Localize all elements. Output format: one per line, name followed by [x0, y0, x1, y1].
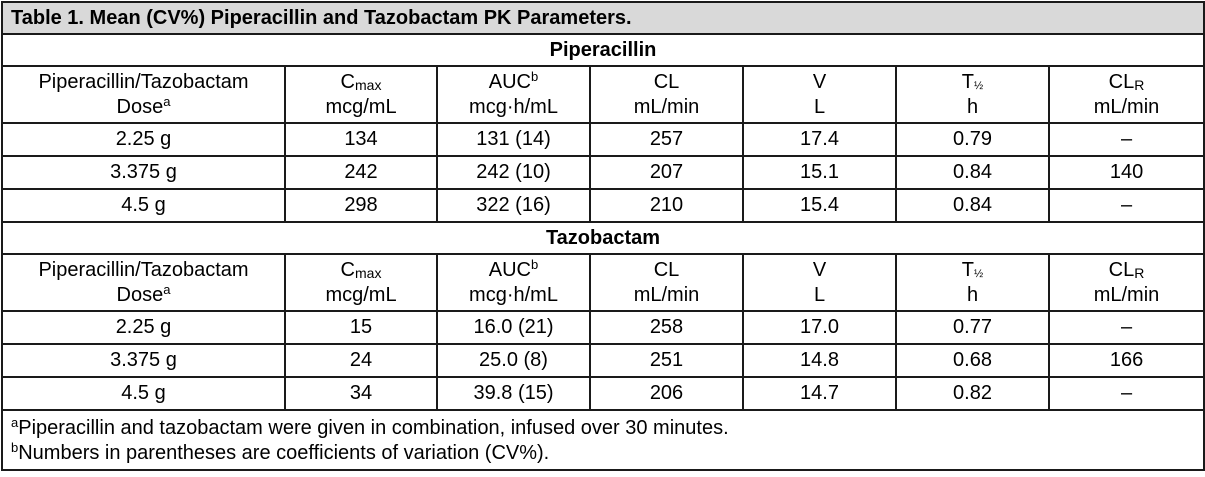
cell-dose: 3.375 g [1, 343, 286, 378]
cell-cl: 210 [589, 188, 744, 223]
cell-auc: 131 (14) [436, 122, 591, 157]
cell-auc: 242 (10) [436, 155, 591, 190]
cell-dose: 2.25 g [1, 310, 286, 345]
cell-t-half: 0.84 [895, 155, 1050, 190]
column-header-auc: AUCb mcg·h/mL [436, 65, 591, 124]
cell-t-half: 0.82 [895, 376, 1050, 411]
cell-v: 17.0 [742, 310, 897, 345]
cell-clr: – [1047, 188, 1205, 223]
cell-cl: 206 [589, 376, 744, 411]
cell-clr: – [1047, 376, 1205, 411]
cell-clr: – [1047, 122, 1205, 157]
cell-cl: 257 [589, 122, 744, 157]
footnotes: aPiperacillin and tazobactam were given … [0, 409, 1205, 471]
cell-t-half: 0.68 [895, 343, 1050, 378]
column-header-clr: CLR mL/min [1047, 65, 1205, 124]
cell-cmax: 298 [284, 188, 438, 223]
cell-v: 15.4 [742, 188, 897, 223]
column-header-cl: CL mL/min [589, 65, 744, 124]
column-header-auc: AUCb mcg·h/mL [436, 253, 591, 312]
footnote-marker: a [163, 93, 171, 109]
title-row: Table 1. Mean (CV%) Piperacillin and Taz… [0, 1, 1205, 35]
cell-auc: 39.8 (15) [436, 376, 591, 411]
table-row: 2.25 g 134 131 (14) 257 17.4 0.79 – [1, 122, 1205, 157]
cell-v: 14.8 [742, 343, 897, 378]
cell-dose: 4.5 g [1, 376, 286, 411]
cell-cmax: 24 [284, 343, 438, 378]
column-header-t-half: T½ h [895, 65, 1050, 124]
cell-t-half: 0.77 [895, 310, 1050, 345]
section-title-tazobactam: Tazobactam [0, 221, 1205, 255]
section-row: Tazobactam [0, 221, 1205, 255]
cell-cmax: 242 [284, 155, 438, 190]
cell-t-half: 0.84 [895, 188, 1050, 223]
column-header-dose: Piperacillin/Tazobactam Dosea [1, 253, 286, 312]
cell-clr: 140 [1047, 155, 1205, 190]
cell-dose: 2.25 g [1, 122, 286, 157]
cell-clr: 166 [1047, 343, 1205, 378]
cell-auc: 25.0 (8) [436, 343, 591, 378]
footnote-marker: b [531, 68, 539, 84]
column-header-v: V L [742, 253, 897, 312]
cell-dose: 4.5 g [1, 188, 286, 223]
footnote-marker: b [531, 256, 539, 272]
cell-v: 14.7 [742, 376, 897, 411]
section-row: Piperacillin [0, 33, 1205, 67]
column-header-cmax: Cmax mcg/mL [284, 65, 438, 124]
header-row: Piperacillin/Tazobactam Dosea Cmax mcg/m… [1, 65, 1205, 124]
cell-cmax: 134 [284, 122, 438, 157]
cell-cmax: 34 [284, 376, 438, 411]
cell-auc: 322 (16) [436, 188, 591, 223]
table-row: 3.375 g 24 25.0 (8) 251 14.8 0.68 166 [1, 343, 1205, 378]
table-row: 4.5 g 298 322 (16) 210 15.4 0.84 – [1, 188, 1205, 223]
cell-v: 15.1 [742, 155, 897, 190]
table-row: 2.25 g 15 16.0 (21) 258 17.0 0.77 – [1, 310, 1205, 345]
column-header-t-half: T½ h [895, 253, 1050, 312]
cell-cmax: 15 [284, 310, 438, 345]
column-header-cmax: Cmax mcg/mL [284, 253, 438, 312]
cell-cl: 258 [589, 310, 744, 345]
section-title-piperacillin: Piperacillin [0, 33, 1205, 67]
table-row: 4.5 g 34 39.8 (15) 206 14.7 0.82 – [1, 376, 1205, 411]
footnote-row: aPiperacillin and tazobactam were given … [0, 409, 1205, 471]
column-header-cl: CL mL/min [589, 253, 744, 312]
cell-v: 17.4 [742, 122, 897, 157]
cell-clr: – [1047, 310, 1205, 345]
cell-dose: 3.375 g [1, 155, 286, 190]
cell-auc: 16.0 (21) [436, 310, 591, 345]
footnote-b: bNumbers in parentheses are coefficients… [11, 440, 550, 464]
column-header-v: V L [742, 65, 897, 124]
table-title: Table 1. Mean (CV%) Piperacillin and Taz… [0, 1, 1205, 35]
column-header-dose: Piperacillin/Tazobactam Dosea [1, 65, 286, 124]
footnote-marker: a [163, 281, 171, 297]
header-row: Piperacillin/Tazobactam Dosea Cmax mcg/m… [1, 253, 1205, 312]
cell-cl: 207 [589, 155, 744, 190]
footnote-a: aPiperacillin and tazobactam were given … [11, 415, 729, 439]
column-header-clr: CLR mL/min [1047, 253, 1205, 312]
table-row: 3.375 g 242 242 (10) 207 15.1 0.84 140 [1, 155, 1205, 190]
cell-t-half: 0.79 [895, 122, 1050, 157]
cell-cl: 251 [589, 343, 744, 378]
